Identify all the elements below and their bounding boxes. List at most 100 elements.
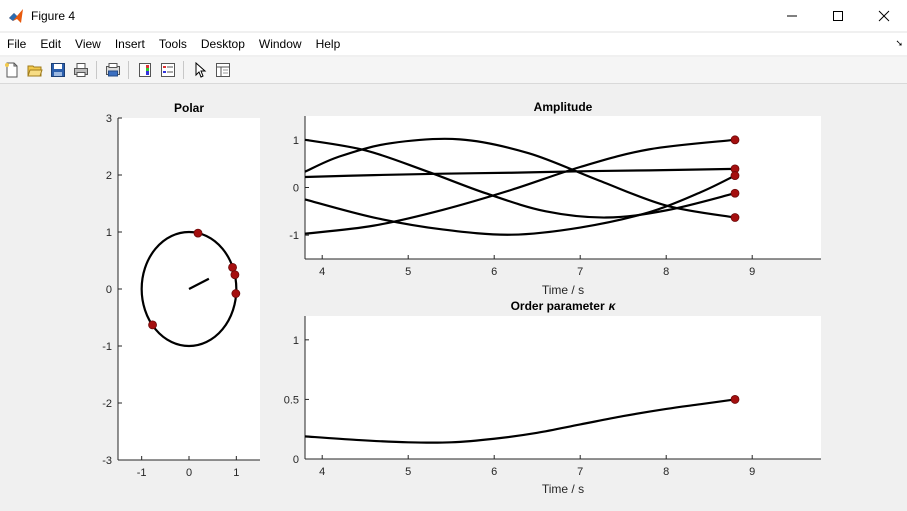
order-parameter-data <box>304 395 740 444</box>
polar-ytick-label: -3 <box>102 455 112 467</box>
order-parameter-xtick-label: 8 <box>663 466 669 478</box>
polar-ytick-label: -2 <box>102 398 112 410</box>
order-vector <box>188 277 210 290</box>
order-parameter-xtick-label: 5 <box>405 466 411 478</box>
menu-edit[interactable]: Edit <box>40 37 62 51</box>
amplitude-plot-area <box>305 116 821 259</box>
save-button[interactable] <box>47 59 69 81</box>
order-parameter-title: Order parameter κ <box>511 299 617 313</box>
toolbar-separator <box>96 61 97 79</box>
menu-view[interactable]: View <box>75 37 101 51</box>
phase-point <box>230 270 240 280</box>
amplitude-xtick-label: 6 <box>491 266 497 278</box>
polar-ticks: -1 0 1 -3 -2 -1 0 1 2 3 <box>102 113 239 479</box>
legend-button[interactable] <box>157 59 179 81</box>
amplitude-series-line <box>304 167 736 179</box>
amplitude-end-point <box>730 213 740 222</box>
amplitude-series-line <box>304 138 736 235</box>
colorbar-button[interactable] <box>134 59 156 81</box>
polar-ytick-label: 1 <box>106 227 112 239</box>
polar-ytick-label: -1 <box>102 341 112 353</box>
polar-title: Polar <box>174 101 204 115</box>
order-parameter-xlabel: Time / s <box>542 482 584 496</box>
close-icon <box>878 10 890 21</box>
menu-bar: File Edit View Insert Tools Desktop Wind… <box>0 33 907 55</box>
phase-point <box>228 262 237 272</box>
new-figure-icon <box>5 62 18 78</box>
matlab-icon <box>8 8 24 24</box>
amplitude-xtick-label: 7 <box>577 266 583 278</box>
amplitude-series-line <box>304 137 736 219</box>
window-title: Figure 4 <box>31 8 76 23</box>
edit-plot-arrow-icon <box>195 62 207 78</box>
window-controls <box>769 0 907 31</box>
property-editor-button[interactable] <box>212 59 234 81</box>
polar-axes[interactable]: Polar -1 0 1 -3 -2 -1 0 1 2 3 <box>102 101 260 479</box>
menu-help[interactable]: Help <box>315 37 341 51</box>
amplitude-xlabel: Time / s <box>542 283 584 297</box>
close-button[interactable] <box>861 0 907 31</box>
amplitude-xtick-label: 9 <box>749 266 755 278</box>
minimize-button[interactable] <box>769 0 815 31</box>
amplitude-data <box>304 135 740 236</box>
open-file-icon <box>27 65 43 77</box>
order-parameter-ticks: 4 5 6 7 8 9 0 0.5 1 <box>284 335 756 478</box>
order-parameter-ytick-label: 0 <box>293 454 299 466</box>
colorbar-icon <box>139 63 151 77</box>
order-parameter-title-symbol: κ <box>609 299 617 313</box>
title-bar: Figure 4 <box>0 0 907 31</box>
print-button[interactable] <box>70 59 92 81</box>
amplitude-ytick-label: 0 <box>293 183 299 195</box>
order-parameter-series-line <box>304 398 736 444</box>
menu-insert[interactable]: Insert <box>114 37 145 51</box>
amplitude-series-line <box>304 174 736 236</box>
amplitude-ytick-label: -1 <box>289 230 299 242</box>
order-parameter-xtick-label: 4 <box>319 466 325 478</box>
order-parameter-ytick-label: 0.5 <box>284 394 299 406</box>
maximize-icon <box>833 10 843 21</box>
toolbar-separator <box>128 61 129 79</box>
order-parameter-ytick-label: 1 <box>293 335 299 347</box>
maximize-button[interactable] <box>815 0 861 31</box>
amplitude-title: Amplitude <box>534 100 593 114</box>
phase-point <box>231 289 241 298</box>
amplitude-axes[interactable]: Amplitude Time / s 4 5 6 7 8 9 -1 0 1 <box>289 100 821 297</box>
amplitude-ytick-label: 1 <box>293 135 299 147</box>
print-preview-button[interactable] <box>102 59 124 81</box>
amplitude-end-point <box>730 188 740 198</box>
amplitude-end-point <box>730 171 740 180</box>
polar-ytick-label: 3 <box>106 113 112 125</box>
minimize-icon <box>787 15 797 16</box>
polar-data <box>140 228 241 348</box>
unit-circle <box>140 230 238 348</box>
toolbar <box>0 57 907 84</box>
polar-xtick-label: -1 <box>137 467 147 479</box>
polar-xtick-label: 1 <box>233 467 239 479</box>
polar-ytick-label: 2 <box>106 170 112 182</box>
order-parameter-end-point <box>730 395 740 404</box>
property-editor-icon <box>216 63 230 77</box>
menu-file[interactable]: File <box>7 37 27 51</box>
open-file-button[interactable] <box>24 59 46 81</box>
print-preview-icon <box>106 63 120 77</box>
amplitude-series-line <box>304 138 736 219</box>
new-figure-button[interactable] <box>1 59 23 81</box>
figure-canvas: Polar -1 0 1 -3 -2 -1 0 1 2 3 Amplitude Time / s … <box>0 84 907 511</box>
order-parameter-plot-area <box>305 316 821 459</box>
amplitude-end-point <box>730 135 740 145</box>
legend-icon <box>161 63 175 77</box>
order-parameter-xtick-label: 6 <box>491 466 497 478</box>
menu-window[interactable]: Window <box>258 37 302 51</box>
order-parameter-xtick-label: 7 <box>577 466 583 478</box>
menu-desktop[interactable]: Desktop <box>200 37 245 51</box>
menu-tools[interactable]: Tools <box>158 37 187 51</box>
phase-point <box>148 320 157 330</box>
order-parameter-axes[interactable]: Order parameter κ Time / s 4 5 6 7 8 9 0 0.5 1 <box>284 299 821 496</box>
dock-arrow-icon[interactable]: ➘ <box>895 38 903 48</box>
print-icon <box>74 63 88 77</box>
order-parameter-title-text: Order parameter <box>511 299 605 313</box>
figure-svg: Polar -1 0 1 -3 -2 -1 0 1 2 3 Amplitude Time / s … <box>102 100 821 496</box>
edit-plot-button[interactable] <box>189 59 211 81</box>
polar-ytick-label: 0 <box>106 284 112 296</box>
toolbar-separator <box>183 61 184 79</box>
